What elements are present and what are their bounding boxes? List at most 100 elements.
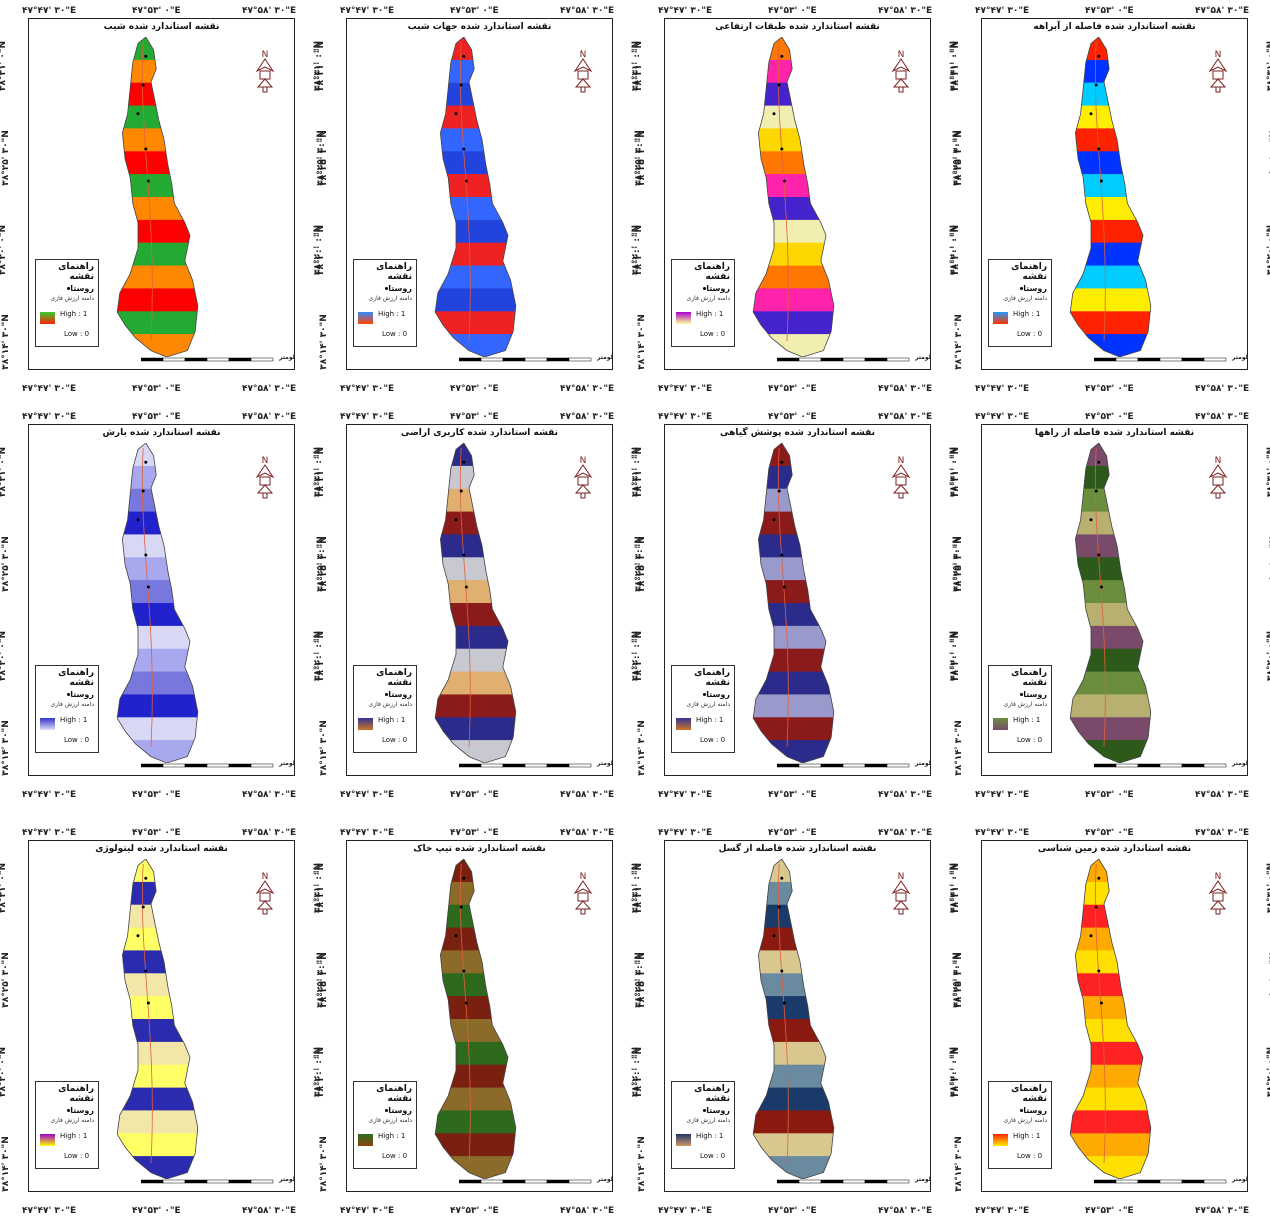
village-point: [1089, 518, 1093, 522]
coord-label-bottom: ۴۷°۴۷' ۳۰"E: [658, 790, 713, 800]
coord-label-left: ۳۸°۲۵' ۳۰"N: [636, 130, 647, 186]
scale-unit-label: کیلومتر: [1232, 354, 1248, 361]
map-zone: [435, 265, 516, 290]
map-zone: [435, 557, 516, 582]
map-zone: [1070, 904, 1151, 929]
map-zone: [753, 265, 834, 290]
map-legend: راهنمای نقشه روستا دامنه ارزش فازی High : 1…: [988, 1081, 1052, 1169]
coord-label-right: ۳۸°۲۰' ۰"N: [1266, 1046, 1270, 1098]
legend-village: روستا: [354, 1105, 416, 1116]
village-point: [782, 179, 786, 183]
coord-label-left: ۳۸°۲۰' ۰"N: [0, 224, 9, 276]
watershed-map: [1069, 443, 1152, 763]
village-point: [459, 905, 463, 909]
map-zone: [1070, 265, 1151, 290]
village-point: [462, 460, 466, 464]
legend-low-label: Low : 0: [700, 330, 726, 338]
scale-bar: [777, 357, 910, 362]
coord-label-bottom: ۴۷°۴۷' ۳۰"E: [22, 384, 77, 394]
map-zone: [117, 1156, 198, 1179]
map-zone: [1070, 927, 1151, 952]
map-zone: [753, 511, 834, 536]
watershed-boundary: [116, 37, 199, 357]
village-point: [780, 54, 784, 58]
scale-bar: [777, 763, 910, 768]
coord-label-bottom: ۴۷°۵۸' ۳۰"E: [560, 1206, 615, 1216]
village-dot-icon: [1020, 1109, 1024, 1112]
north-arrow-icon: N: [573, 456, 593, 499]
map-zone: [117, 334, 198, 357]
watershed-map: [434, 859, 517, 1179]
village-dot-icon: [1020, 693, 1024, 696]
coord-label-left: ۳۸°۲۵' ۳۰"N: [953, 536, 964, 592]
scale-unit-label: کیلومتر: [915, 354, 931, 361]
map-zone: [117, 465, 198, 490]
svg-text:N: N: [1215, 872, 1222, 882]
coord-label-bottom: ۴۷°۵۳' ۰"E: [768, 384, 817, 394]
map-zone: [753, 1110, 834, 1135]
coord-label-left: ۳۸°۲۵' ۳۰"N: [318, 130, 329, 186]
map-zone: [1070, 37, 1151, 61]
legend-low-label: Low : 0: [700, 736, 726, 744]
map-zone: [435, 973, 516, 998]
legend-title: راهنمای نقشه: [694, 668, 730, 688]
map-zone: [117, 904, 198, 929]
coord-label-top: ۴۷°۵۳' ۰"E: [450, 6, 499, 16]
map-zone: [753, 859, 834, 883]
map-zone: [435, 1110, 516, 1135]
map-legend: راهنمای نقشه روستا دامنه ارزش فازی High : 1…: [988, 665, 1052, 753]
map-title: نقشه استاندارد شده طبقات ارتفاعی: [715, 22, 880, 32]
map-zone: [435, 511, 516, 536]
map-zone: [753, 311, 834, 336]
map-frame: نقشه استاندارد شده شیب N راهنمای نقشه روستا…: [28, 18, 295, 370]
legend-title: راهنمای نقشه: [1011, 1084, 1047, 1104]
map-zone: [753, 580, 834, 604]
map-legend: راهنمای نقشه روستا دامنه ارزش فازی High : 1…: [671, 259, 735, 347]
map-title: نقشه استاندارد شده فاصله از آبراهه: [1033, 22, 1196, 32]
legend-title: راهنمای نقشه: [58, 1084, 94, 1104]
legend-high-label: High : 1: [1013, 310, 1041, 318]
map-frame: نقشه استاندارد شده فاصله از راهها N راهنما…: [981, 424, 1248, 776]
watershed-boundary: [752, 859, 835, 1179]
watershed-boundary: [434, 37, 517, 357]
coord-label-top: ۴۷°۵۳' ۰"E: [132, 828, 181, 838]
map-frame: نقشه استاندارد شده پوشش گیاهی N راهنمای نق…: [664, 424, 931, 776]
watershed-map: [752, 859, 835, 1179]
map-zone: [435, 648, 516, 673]
coord-label-left: ۳۸°۲۵' ۳۰"N: [318, 536, 329, 592]
coord-label-left: ۳۸°۲۵' ۳۰"N: [953, 130, 964, 186]
map-zone: [435, 859, 516, 883]
map-zone: [117, 648, 198, 673]
village-point: [1094, 489, 1098, 493]
coord-label-bottom: ۴۷°۵۸' ۳۰"E: [242, 384, 297, 394]
village-point: [1097, 969, 1101, 973]
legend-village-label: روستا: [706, 284, 730, 293]
map-zone: [753, 603, 834, 627]
coord-label-bottom: ۴۷°۵۳' ۰"E: [132, 1206, 181, 1216]
village-dot-icon: [67, 1109, 71, 1112]
village-point: [462, 876, 466, 880]
coord-label-bottom: ۴۷°۵۳' ۰"E: [450, 790, 499, 800]
map-frame: نقشه استاندارد شده زمین شناسی N راهنمای نق…: [981, 840, 1248, 1192]
coord-label-bottom: ۴۷°۴۷' ۳۰"E: [975, 384, 1030, 394]
scale-unit-label: کیلومتر: [597, 760, 613, 767]
coord-label-bottom: ۴۷°۴۷' ۳۰"E: [975, 1206, 1030, 1216]
map-zone: [753, 671, 834, 696]
legend-color-ramp: [676, 1134, 691, 1146]
watershed-map: [116, 859, 199, 1179]
coord-label-bottom: ۴۷°۵۳' ۰"E: [768, 790, 817, 800]
coord-label-left: ۳۸°۳۱' ۰"N: [634, 862, 645, 914]
map-zone: [1070, 1087, 1151, 1112]
village-point: [462, 147, 466, 151]
svg-text:N: N: [580, 872, 587, 882]
map-title: نقشه استاندارد شده لیتولوژی: [95, 844, 228, 854]
legend-title: راهنمای نقشه: [694, 1084, 730, 1104]
village-point: [1089, 112, 1093, 116]
map-title: نقشه استاندارد شده بارش: [102, 428, 221, 438]
legend-range-label: دامنه ارزش فازی: [50, 701, 94, 708]
coord-label-bottom: ۴۷°۴۷' ۳۰"E: [340, 384, 395, 394]
map-zone: [753, 1156, 834, 1179]
legend-high-label: High : 1: [60, 1132, 88, 1140]
stream-line: [1094, 863, 1106, 1164]
scale-unit-label: کیلومتر: [1232, 760, 1248, 767]
